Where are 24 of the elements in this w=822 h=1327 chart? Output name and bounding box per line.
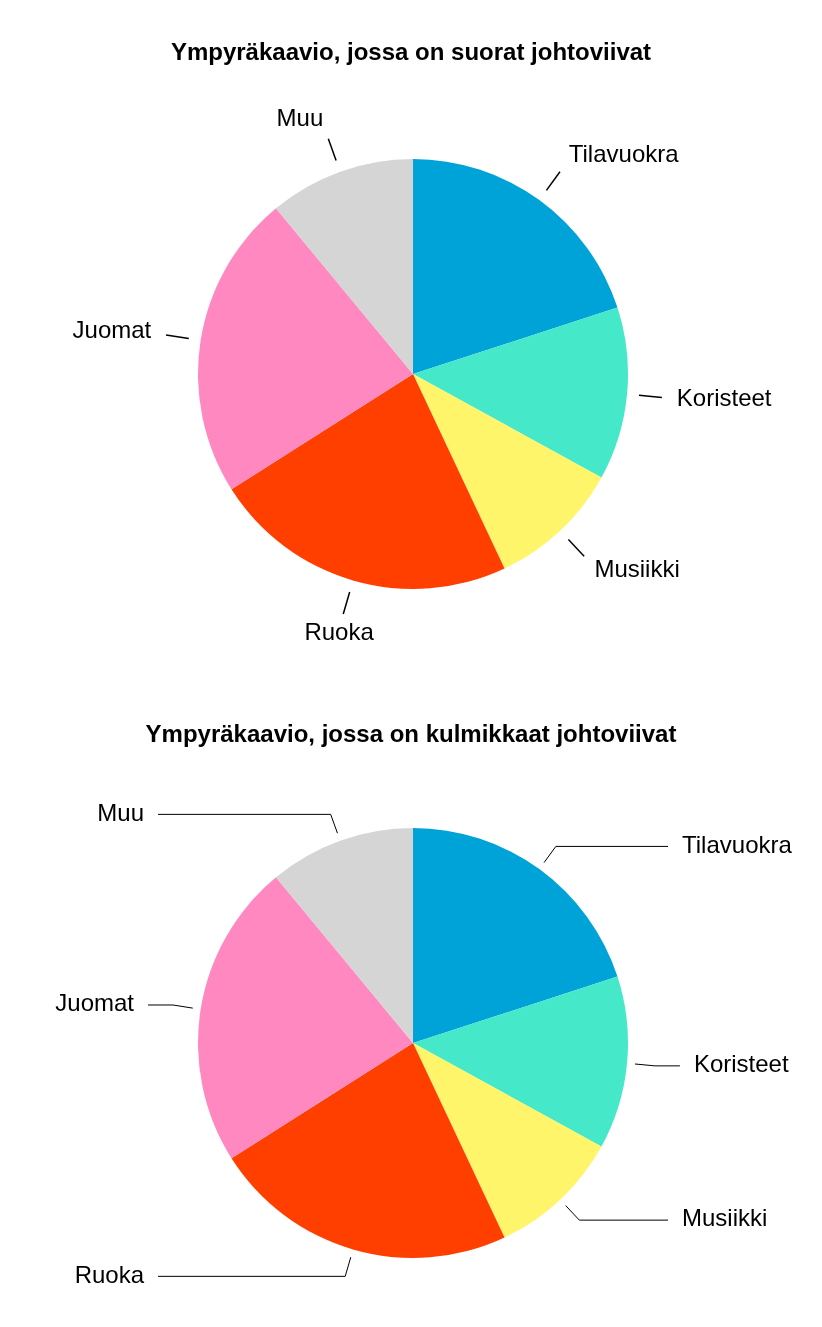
- pie-slice: [413, 828, 618, 1043]
- slice-label: Juomat: [72, 316, 152, 344]
- pie-slice: [413, 976, 628, 1147]
- slice-label: Ruoka: [74, 1260, 145, 1288]
- chart-title: Ympyräkaavio, jossa on kulmikkaat johtoviivat: [144, 719, 678, 749]
- pie-slice: [275, 828, 413, 1043]
- slice-label: Koristeet: [693, 1050, 789, 1078]
- chart-title: Ympyräkaavio, jossa on suorat johtoviivat: [169, 37, 653, 67]
- pie-slice: [413, 1043, 602, 1238]
- slice-label: Ruoka: [304, 617, 375, 645]
- pie-slice: [198, 877, 413, 1159]
- slice-label: Tilavuokra: [682, 830, 793, 858]
- slice-label: Musiikki: [594, 555, 680, 583]
- slice-label: Muu: [276, 104, 324, 132]
- pie-slice: [231, 374, 505, 589]
- pie-slice: [231, 1043, 505, 1258]
- pie-slice: [413, 307, 628, 478]
- pie-slice: [275, 159, 413, 374]
- slice-label: Musiikki: [682, 1204, 768, 1232]
- slice-label: Muu: [97, 798, 144, 826]
- pie-slice: [198, 208, 413, 490]
- slice-label: Koristeet: [676, 383, 772, 411]
- slice-label: Juomat: [55, 989, 135, 1017]
- slice-label: Tilavuokra: [568, 139, 680, 167]
